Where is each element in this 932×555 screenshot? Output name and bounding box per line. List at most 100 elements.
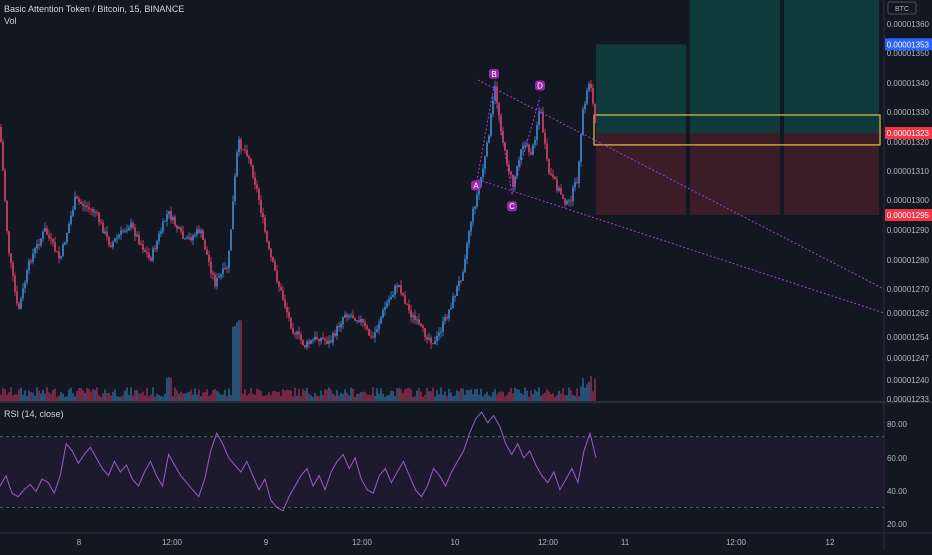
candle xyxy=(306,341,308,348)
candle xyxy=(36,244,38,249)
volume-bar xyxy=(50,394,52,401)
candle xyxy=(196,229,198,235)
price-label: 0.00001323 xyxy=(887,129,930,138)
candle xyxy=(180,227,182,232)
volume-bar xyxy=(174,387,176,401)
candle xyxy=(140,243,142,245)
volume-bar xyxy=(306,387,308,401)
candle xyxy=(472,208,474,222)
volume-bar xyxy=(426,387,428,401)
volume-bar xyxy=(20,387,22,401)
volume-bar xyxy=(136,389,138,401)
candle xyxy=(434,340,436,344)
volume-bar xyxy=(4,389,6,401)
candle xyxy=(202,230,204,240)
price-tick: 0.00001300 xyxy=(887,196,930,205)
volume-bar xyxy=(390,390,392,401)
volume-bar xyxy=(226,396,228,401)
volume-bar xyxy=(280,395,282,401)
candle xyxy=(298,331,300,335)
candle xyxy=(124,231,126,233)
candle xyxy=(138,234,140,244)
candle xyxy=(166,214,168,221)
volume-bar xyxy=(448,388,450,401)
candle xyxy=(374,332,376,338)
volume-bar xyxy=(260,391,262,401)
candle xyxy=(230,229,232,251)
candle xyxy=(416,319,418,321)
volume-bar xyxy=(182,393,184,401)
candle xyxy=(64,242,66,245)
candle xyxy=(546,143,548,160)
price-tick: 0.00001262 xyxy=(887,309,930,318)
volume-bar xyxy=(184,393,186,401)
volume-bar xyxy=(238,320,240,401)
candle xyxy=(470,221,472,232)
candle xyxy=(508,164,510,172)
volume-bar xyxy=(464,394,466,401)
volume-bar xyxy=(452,396,454,401)
time-tick: 12:00 xyxy=(538,538,559,547)
candle xyxy=(70,215,72,224)
volume-bar xyxy=(554,396,556,401)
volume-bar xyxy=(538,387,540,401)
pattern-point-label: D xyxy=(537,82,543,91)
pattern-point-label: C xyxy=(509,202,515,211)
volume-bar xyxy=(30,392,32,401)
candle xyxy=(466,243,468,260)
candle xyxy=(92,209,94,213)
volume-bar xyxy=(130,387,132,401)
candle xyxy=(88,207,90,209)
volume-bar xyxy=(356,394,358,401)
volume-bar xyxy=(476,388,478,401)
volume-bar xyxy=(300,396,302,401)
candle xyxy=(152,248,154,261)
candle xyxy=(426,336,428,340)
volume-bar xyxy=(274,390,276,401)
candle xyxy=(78,198,80,202)
volume-bar xyxy=(288,389,290,401)
candle xyxy=(256,184,258,189)
price-tick: 0.00001280 xyxy=(887,256,930,265)
volume-bar xyxy=(96,387,98,401)
candle xyxy=(76,196,78,199)
volume-bar xyxy=(62,394,64,401)
candle xyxy=(440,331,442,333)
candle xyxy=(446,317,448,319)
candle xyxy=(150,257,152,261)
volume-bar xyxy=(14,394,16,401)
volume-bar xyxy=(168,377,170,401)
candle xyxy=(254,177,256,185)
candle xyxy=(194,234,196,236)
position-stop-zone-2 xyxy=(690,133,780,215)
volume-bar xyxy=(524,387,526,401)
volume-bar xyxy=(562,388,564,401)
candle xyxy=(442,321,444,332)
candle xyxy=(16,291,18,304)
candle xyxy=(204,239,206,250)
volume-bar xyxy=(18,389,20,401)
volume-bar xyxy=(414,396,416,401)
candle xyxy=(108,236,110,246)
candle xyxy=(162,221,164,232)
candle xyxy=(580,134,582,162)
candle xyxy=(494,86,496,101)
candle xyxy=(468,231,470,244)
candle xyxy=(112,241,114,248)
volume-bar xyxy=(134,389,136,401)
volume-bar xyxy=(484,394,486,401)
candle xyxy=(348,315,350,318)
volume-bar xyxy=(222,394,224,401)
candle xyxy=(558,188,560,191)
volume-bar xyxy=(398,387,400,401)
candle xyxy=(382,309,384,318)
volume-bar xyxy=(494,389,496,401)
candle xyxy=(364,322,366,326)
candle xyxy=(480,177,482,187)
volume-bar xyxy=(114,389,116,401)
candle xyxy=(34,248,36,254)
candle xyxy=(26,270,28,283)
volume-bar xyxy=(378,393,380,401)
candle xyxy=(384,307,386,310)
volume-bar xyxy=(364,391,366,401)
